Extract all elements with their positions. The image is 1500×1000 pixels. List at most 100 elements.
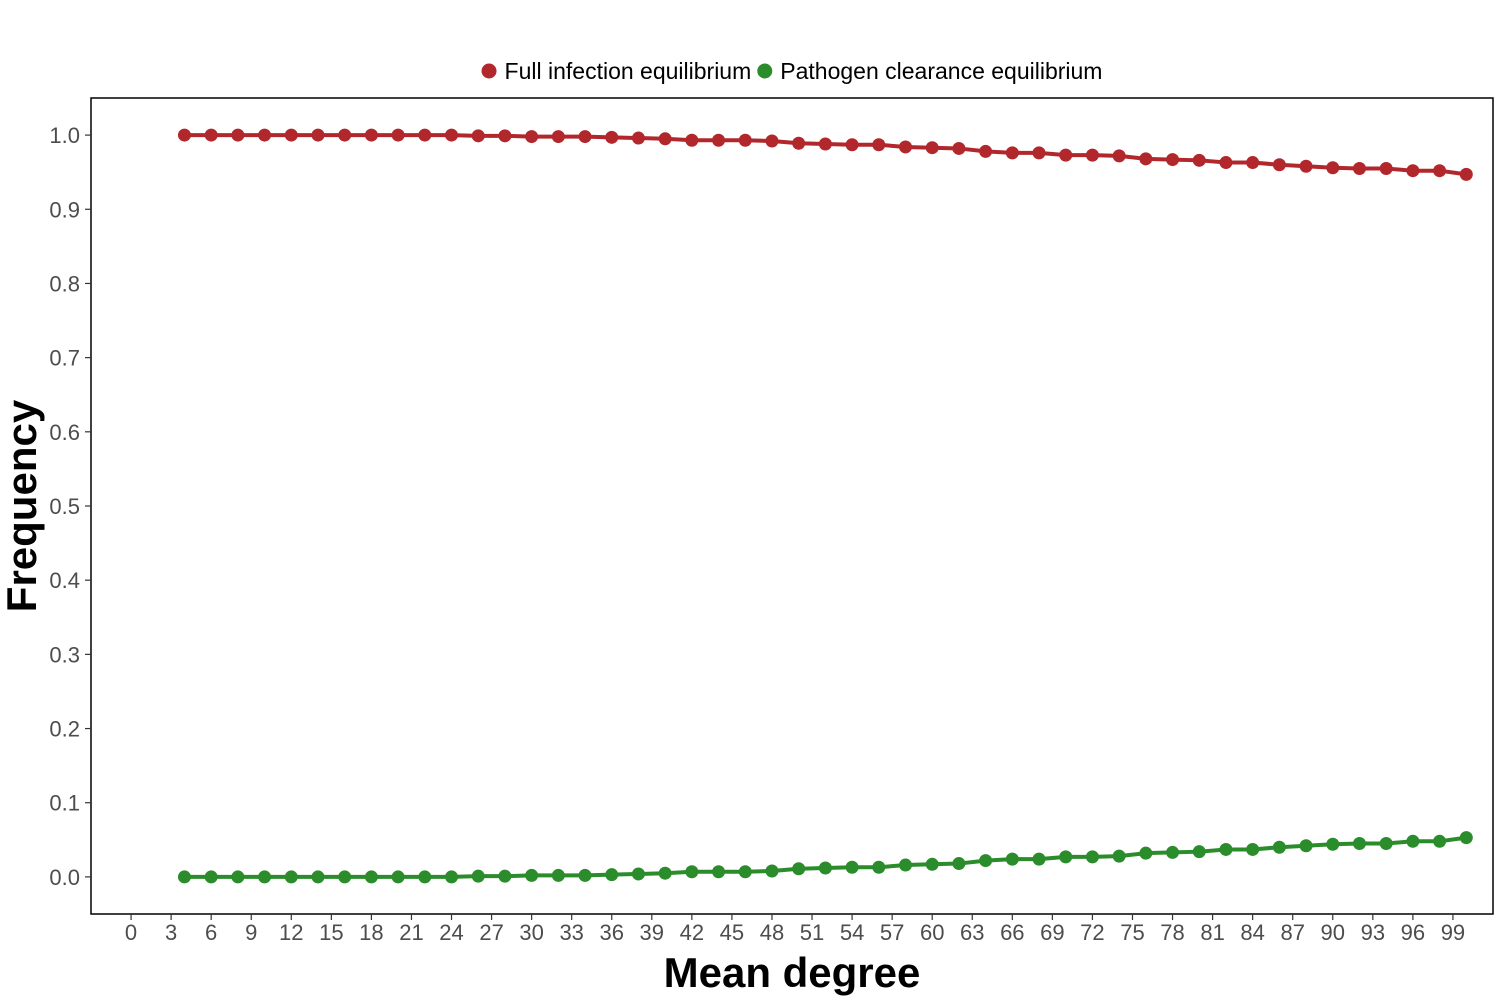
data-point xyxy=(578,868,592,882)
data-point xyxy=(284,128,298,142)
x-axis: 0 3 6 9 12 15 18 21 24 27 30 33 36 39 42 45 48 51 54 57 60 63… xyxy=(125,914,1465,945)
series-layer xyxy=(177,128,1473,884)
legend-key xyxy=(481,63,497,79)
legend-label: Full infection equilibrium xyxy=(505,58,752,84)
data-point xyxy=(258,128,272,142)
data-point xyxy=(1352,161,1366,175)
data-point xyxy=(338,128,352,142)
legend-key xyxy=(757,63,773,79)
data-point xyxy=(1085,148,1099,162)
data-point xyxy=(1192,845,1206,859)
x-tick-label: 60 xyxy=(920,920,944,945)
x-tick-label: 48 xyxy=(760,920,784,945)
data-point xyxy=(364,128,378,142)
data-point xyxy=(445,128,459,142)
data-point xyxy=(1326,161,1340,175)
data-point xyxy=(1139,846,1153,860)
x-tick-label: 12 xyxy=(279,920,303,945)
x-tick-label: 96 xyxy=(1401,920,1425,945)
data-point xyxy=(631,867,645,881)
data-point xyxy=(1272,158,1286,172)
data-point xyxy=(845,138,859,152)
y-tick-label: 0.3 xyxy=(49,642,80,667)
x-tick-label: 0 xyxy=(125,920,137,945)
data-point xyxy=(1246,842,1260,856)
x-tick-label: 24 xyxy=(439,920,463,945)
data-point xyxy=(364,870,378,884)
x-tick-label: 87 xyxy=(1280,920,1304,945)
data-point xyxy=(338,870,352,884)
data-point xyxy=(1112,849,1126,863)
data-point xyxy=(1192,153,1206,167)
data-point xyxy=(1299,839,1313,853)
data-point xyxy=(872,860,886,874)
data-point xyxy=(658,132,672,146)
x-tick-label: 84 xyxy=(1240,920,1264,945)
data-point xyxy=(605,868,619,882)
x-tick-label: 33 xyxy=(559,920,583,945)
x-tick-label: 90 xyxy=(1321,920,1345,945)
x-tick-label: 75 xyxy=(1120,920,1144,945)
legend-label: Pathogen clearance equilibrium xyxy=(780,58,1102,84)
data-point xyxy=(979,854,993,868)
data-point xyxy=(792,862,806,876)
y-tick-label: 0.9 xyxy=(49,197,80,222)
data-point xyxy=(738,133,752,147)
data-point xyxy=(1459,831,1473,845)
y-axis: 0.0 0.1 0.2 0.3 0.4 0.5 0.6 0.7 0.8 0.9 1.0 xyxy=(49,123,91,890)
data-point xyxy=(979,144,993,158)
data-point xyxy=(765,864,779,878)
x-tick-label: 72 xyxy=(1080,920,1104,945)
data-point xyxy=(712,865,726,879)
data-point xyxy=(952,141,966,155)
data-point xyxy=(898,140,912,154)
data-point xyxy=(177,128,191,142)
data-point xyxy=(818,137,832,151)
data-point xyxy=(311,870,325,884)
legend-item: Pathogen clearance equilibrium xyxy=(757,58,1102,84)
data-point xyxy=(551,868,565,882)
data-point xyxy=(685,865,699,879)
data-point xyxy=(471,869,485,883)
data-point xyxy=(952,857,966,871)
series-full-infection xyxy=(177,128,1473,181)
x-tick-label: 66 xyxy=(1000,920,1024,945)
data-point xyxy=(925,857,939,871)
data-point xyxy=(231,870,245,884)
data-point xyxy=(845,860,859,874)
y-tick-label: 0.5 xyxy=(49,494,80,519)
x-tick-label: 21 xyxy=(399,920,423,945)
data-point xyxy=(1433,164,1447,178)
data-point xyxy=(418,128,432,142)
data-point xyxy=(685,133,699,147)
legend: Full infection equilibrium Pathogen clear… xyxy=(481,58,1102,84)
x-tick-label: 45 xyxy=(720,920,744,945)
data-point xyxy=(1246,156,1260,170)
data-point xyxy=(765,134,779,148)
data-point xyxy=(631,131,645,145)
data-point xyxy=(1032,146,1046,160)
y-tick-label: 0.6 xyxy=(49,420,80,445)
data-point xyxy=(578,130,592,144)
x-tick-label: 6 xyxy=(205,920,217,945)
x-tick-label: 78 xyxy=(1160,920,1184,945)
x-tick-label: 51 xyxy=(800,920,824,945)
data-point xyxy=(177,870,191,884)
data-point xyxy=(792,136,806,150)
data-point xyxy=(551,130,565,144)
y-tick-label: 0.8 xyxy=(49,271,80,296)
data-point xyxy=(471,129,485,143)
data-point xyxy=(1326,837,1340,851)
plot-panel xyxy=(90,97,1494,915)
x-tick-label: 63 xyxy=(960,920,984,945)
data-point xyxy=(525,868,539,882)
data-point xyxy=(1459,167,1473,181)
data-point xyxy=(872,138,886,152)
data-point xyxy=(204,870,218,884)
data-point xyxy=(898,858,912,872)
data-point xyxy=(818,861,832,875)
data-point xyxy=(498,869,512,883)
data-point xyxy=(391,870,405,884)
data-point xyxy=(284,870,298,884)
